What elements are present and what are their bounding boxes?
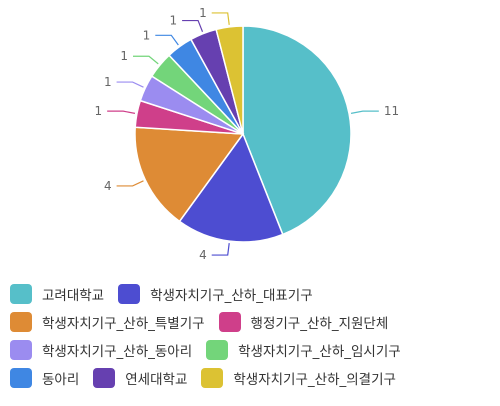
legend-label-1: 학생자치기구_산하_대표기구 — [150, 288, 313, 304]
legend-swatch-6 — [10, 368, 32, 388]
legend-label-4: 학생자치기구_산하_동아리 — [42, 344, 193, 360]
legend-label-2: 학생자치기구_산하_특별기구 — [42, 316, 205, 332]
legend-item-2[interactable]: 학생자치기구_산하_특별기구 — [10, 312, 205, 332]
leader-line-8 — [211, 12, 230, 25]
data-label-6: 1 — [143, 28, 151, 42]
legend-swatch-3 — [218, 312, 241, 332]
pie-slice-0[interactable] — [242, 25, 352, 236]
data-label-1: 4 — [199, 248, 207, 262]
legend-item-3[interactable]: 행정기구_산하_지원단체 — [218, 312, 389, 332]
leader-line-0 — [350, 110, 379, 114]
legend-swatch-8 — [201, 368, 224, 388]
pie-slice-2[interactable] — [134, 126, 245, 223]
data-label-3: 1 — [95, 104, 103, 118]
leader-line-5 — [132, 55, 159, 65]
legend-label-7: 연세대학교 — [125, 372, 188, 388]
legend-item-4[interactable]: 학생자치기구_산하_동아리 — [10, 340, 192, 360]
legend-swatch-0 — [10, 284, 32, 304]
data-label-5: 1 — [120, 49, 128, 63]
chart-legend: 고려대학교 학생자치기구_산하_대표기구 학생자치기구_산하_특별기구 행정기구… — [10, 280, 490, 392]
legend-swatch-1 — [118, 284, 141, 304]
legend-row: 동아리 연세대학교 학생자치기구_산하_의결기구 — [10, 364, 490, 392]
legend-label-6: 동아리 — [42, 372, 80, 388]
pie-slice-1[interactable] — [178, 132, 284, 243]
legend-item-6[interactable]: 동아리 — [10, 368, 79, 388]
legend-swatch-7 — [93, 368, 116, 388]
legend-label-8: 학생자치기구_산하_의결기구 — [233, 372, 396, 388]
leader-line-6 — [155, 34, 179, 46]
data-label-2: 4 — [104, 179, 112, 193]
legend-swatch-5 — [206, 340, 229, 360]
legend-item-1[interactable]: 학생자치기구_산하_대표기구 — [118, 284, 313, 304]
data-label-0: 11 — [384, 104, 399, 118]
data-label-4: 1 — [104, 75, 112, 89]
legend-item-8[interactable]: 학생자치기구_산하_의결기구 — [201, 368, 396, 388]
leader-line-7 — [182, 19, 204, 32]
legend-label-5: 학생자치기구_산하_임시기구 — [238, 344, 401, 360]
leader-line-3 — [107, 110, 136, 114]
legend-item-5[interactable]: 학생자치기구_산하_임시기구 — [206, 340, 401, 360]
legend-label-0: 고려대학교 — [42, 288, 105, 304]
legend-label-3: 행정기구_산하_지원단체 — [250, 316, 389, 332]
legend-swatch-4 — [10, 340, 32, 360]
legend-item-0[interactable]: 고려대학교 — [10, 284, 104, 304]
leader-line-1 — [211, 243, 230, 256]
leader-line-2 — [116, 180, 144, 187]
legend-row: 학생자치기구_산하_특별기구 행정기구_산하_지원단체 — [10, 308, 490, 336]
legend-item-7[interactable]: 연세대학교 — [93, 368, 187, 388]
leader-line-4 — [116, 81, 144, 88]
legend-row: 고려대학교 학생자치기구_산하_대표기구 — [10, 280, 490, 308]
data-label-8: 1 — [199, 6, 207, 20]
pie-slice-8[interactable] — [215, 25, 244, 135]
legend-row: 학생자치기구_산하_동아리 학생자치기구_산하_임시기구 — [10, 336, 490, 364]
legend-swatch-2 — [10, 312, 32, 332]
data-label-7: 1 — [169, 14, 177, 28]
